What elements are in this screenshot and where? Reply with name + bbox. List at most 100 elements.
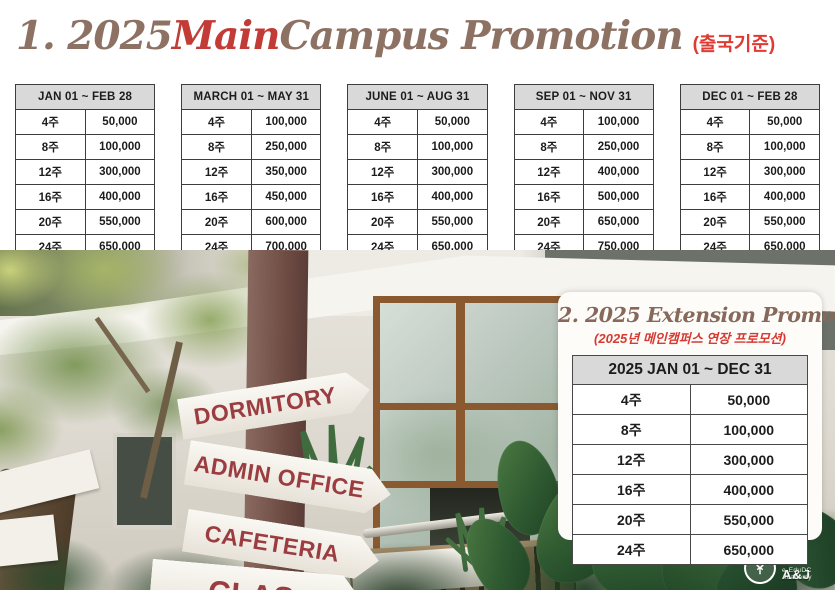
section2-title: 2. 2025 Extension Promotion — [558, 303, 835, 327]
logo-subtext: e-EduDC Academy — [782, 567, 812, 581]
weeks-cell: 16주 — [679, 184, 751, 210]
weeks-cell: 16주 — [181, 184, 252, 210]
table-period-header: DEC 01 ~ FEB 28 — [679, 84, 821, 110]
table-period-header: JUNE 01 ~ AUG 31 — [347, 84, 488, 110]
weeks-cell: 20주 — [572, 504, 691, 535]
price-cell: 400,000 — [583, 159, 654, 185]
price-row: 20주 600,000 — [181, 209, 322, 235]
price-table: JUNE 01 ~ AUG 31 4주 50,000 8주 100,000 12주 300,… — [347, 84, 488, 260]
price-cell: 400,000 — [417, 184, 488, 210]
price-row: 4주 50,000 — [347, 109, 488, 135]
price-row: 8주 100,000 — [15, 134, 156, 160]
price-row: 16주 500,000 — [513, 184, 654, 210]
weeks-cell: 20주 — [181, 209, 252, 235]
section1-title: 1. 2025 Main Campus Promotion (출국기준) — [16, 10, 775, 62]
price-cell: 450,000 — [250, 184, 322, 210]
price-row: 8주 100,000 — [347, 134, 488, 160]
price-cell: 50,000 — [417, 109, 488, 135]
price-table: 2025 JAN 01 ~ DEC 31 4주 50,000 8주 100,000 12주… — [572, 355, 808, 565]
weeks-cell: 12주 — [15, 159, 86, 185]
weeks-cell: 12주 — [347, 159, 418, 185]
price-row: 24주 650,000 — [572, 534, 808, 565]
table-period-header: JAN 01 ~ FEB 28 — [14, 84, 156, 110]
table-period-header: SEP 01 ~ NOV 31 — [513, 84, 654, 110]
main-tables-row: JAN 01 ~ FEB 28 4주 50,000 8주 100,000 12주 300,0… — [14, 84, 821, 260]
price-row: 4주 50,000 — [15, 109, 156, 135]
price-row: 8주 100,000 — [572, 414, 808, 445]
weeks-cell: 8주 — [15, 134, 86, 160]
price-row: 4주 50,000 — [572, 384, 808, 415]
price-table-column: JAN 01 ~ FEB 28 4주 50,000 8주 100,000 12주 300,0… — [14, 84, 156, 260]
price-cell: 650,000 — [583, 209, 654, 235]
price-row: 16주 400,000 — [347, 184, 488, 210]
price-cell: 100,000 — [250, 109, 322, 135]
price-cell: 350,000 — [250, 159, 322, 185]
price-cell: 250,000 — [250, 134, 322, 160]
price-row: 20주 550,000 — [15, 209, 156, 235]
weeks-cell: 20주 — [347, 209, 418, 235]
price-row: 16주 400,000 — [572, 474, 808, 505]
price-table: SEP 01 ~ NOV 31 4주 100,000 8주 250,000 12주 400,… — [513, 84, 654, 260]
price-cell: 300,000 — [689, 444, 808, 475]
price-row: 12주 300,000 — [347, 159, 488, 185]
price-row: 12주 400,000 — [513, 159, 654, 185]
price-cell: 600,000 — [250, 209, 322, 235]
price-row: 20주 550,000 — [679, 209, 821, 235]
title-highlight: Main — [171, 13, 281, 59]
price-row: 16주 400,000 — [679, 184, 821, 210]
price-cell: 550,000 — [749, 209, 821, 235]
price-row: 12주 300,000 — [679, 159, 821, 185]
price-table-column: JUNE 01 ~ AUG 31 4주 50,000 8주 100,000 12주 300,… — [347, 84, 488, 260]
price-table: JAN 01 ~ FEB 28 4주 50,000 8주 100,000 12주 300,0… — [14, 84, 156, 260]
weeks-cell: 8주 — [181, 134, 252, 160]
price-cell: 50,000 — [84, 109, 156, 135]
extension-promotion-card: 2. 2025 Extension Promotion (2025년 메인캠퍼스… — [558, 292, 835, 565]
price-row: 20주 550,000 — [572, 504, 808, 535]
price-table-column: DEC 01 ~ FEB 28 4주 50,000 8주 100,000 12주 300,0… — [679, 84, 821, 260]
weeks-cell: 4주 — [513, 109, 585, 135]
weeks-cell: 8주 — [679, 134, 751, 160]
weeks-cell: 16주 — [347, 184, 418, 210]
price-cell: 550,000 — [417, 209, 488, 235]
price-row: 8주 250,000 — [181, 134, 322, 160]
weeks-cell: 24주 — [572, 534, 691, 565]
price-row: 4주 100,000 — [181, 109, 322, 135]
weeks-cell: 8주 — [572, 414, 691, 445]
title-note-korean: (출국기준) — [692, 34, 776, 55]
price-row: 4주 50,000 — [679, 109, 821, 135]
price-row: 16주 450,000 — [181, 184, 322, 210]
extension-table-wrap: 2025 JAN 01 ~ DEC 31 4주 50,000 8주 100,000 12주… — [572, 355, 808, 565]
table-period-header: 2025 JAN 01 ~ DEC 31 — [572, 355, 808, 385]
price-row: 12주 300,000 — [572, 444, 808, 475]
price-cell: 100,000 — [84, 134, 156, 160]
price-cell: 400,000 — [84, 184, 156, 210]
weeks-cell: 12주 — [513, 159, 585, 185]
price-table: DEC 01 ~ FEB 28 4주 50,000 8주 100,000 12주 300,0… — [679, 84, 821, 260]
price-cell: 650,000 — [689, 534, 808, 565]
price-table-column: MARCH 01 ~ MAY 31 4주 100,000 8주 250,000 12주 35… — [181, 84, 322, 260]
weeks-cell: 12주 — [181, 159, 252, 185]
price-cell: 100,000 — [417, 134, 488, 160]
weeks-cell: 12주 — [679, 159, 751, 185]
weeks-cell: 20주 — [15, 209, 86, 235]
price-cell: 250,000 — [583, 134, 654, 160]
price-cell: 300,000 — [417, 159, 488, 185]
weeks-cell: 8주 — [513, 134, 585, 160]
price-row: 4주 100,000 — [513, 109, 654, 135]
sign-back-board — [0, 514, 59, 568]
table-period-header: MARCH 01 ~ MAY 31 — [181, 84, 322, 110]
price-row: 8주 100,000 — [679, 134, 821, 160]
weeks-cell: 4주 — [572, 384, 691, 415]
spiky-plant — [289, 424, 374, 504]
weeks-cell: 16주 — [15, 184, 86, 210]
section2-subtitle: (2025년 메인캠퍼스 연장 프로모션) — [594, 331, 786, 346]
weeks-cell: 16주 — [572, 474, 691, 505]
price-row: 16주 400,000 — [15, 184, 156, 210]
price-cell: 400,000 — [749, 184, 821, 210]
price-row: 20주 650,000 — [513, 209, 654, 235]
price-cell: 100,000 — [749, 134, 821, 160]
price-table-column: SEP 01 ~ NOV 31 4주 100,000 8주 250,000 12주 400,… — [513, 84, 654, 260]
price-table: MARCH 01 ~ MAY 31 4주 100,000 8주 250,000 12주 35… — [181, 84, 322, 260]
weeks-cell: 4주 — [15, 109, 86, 135]
